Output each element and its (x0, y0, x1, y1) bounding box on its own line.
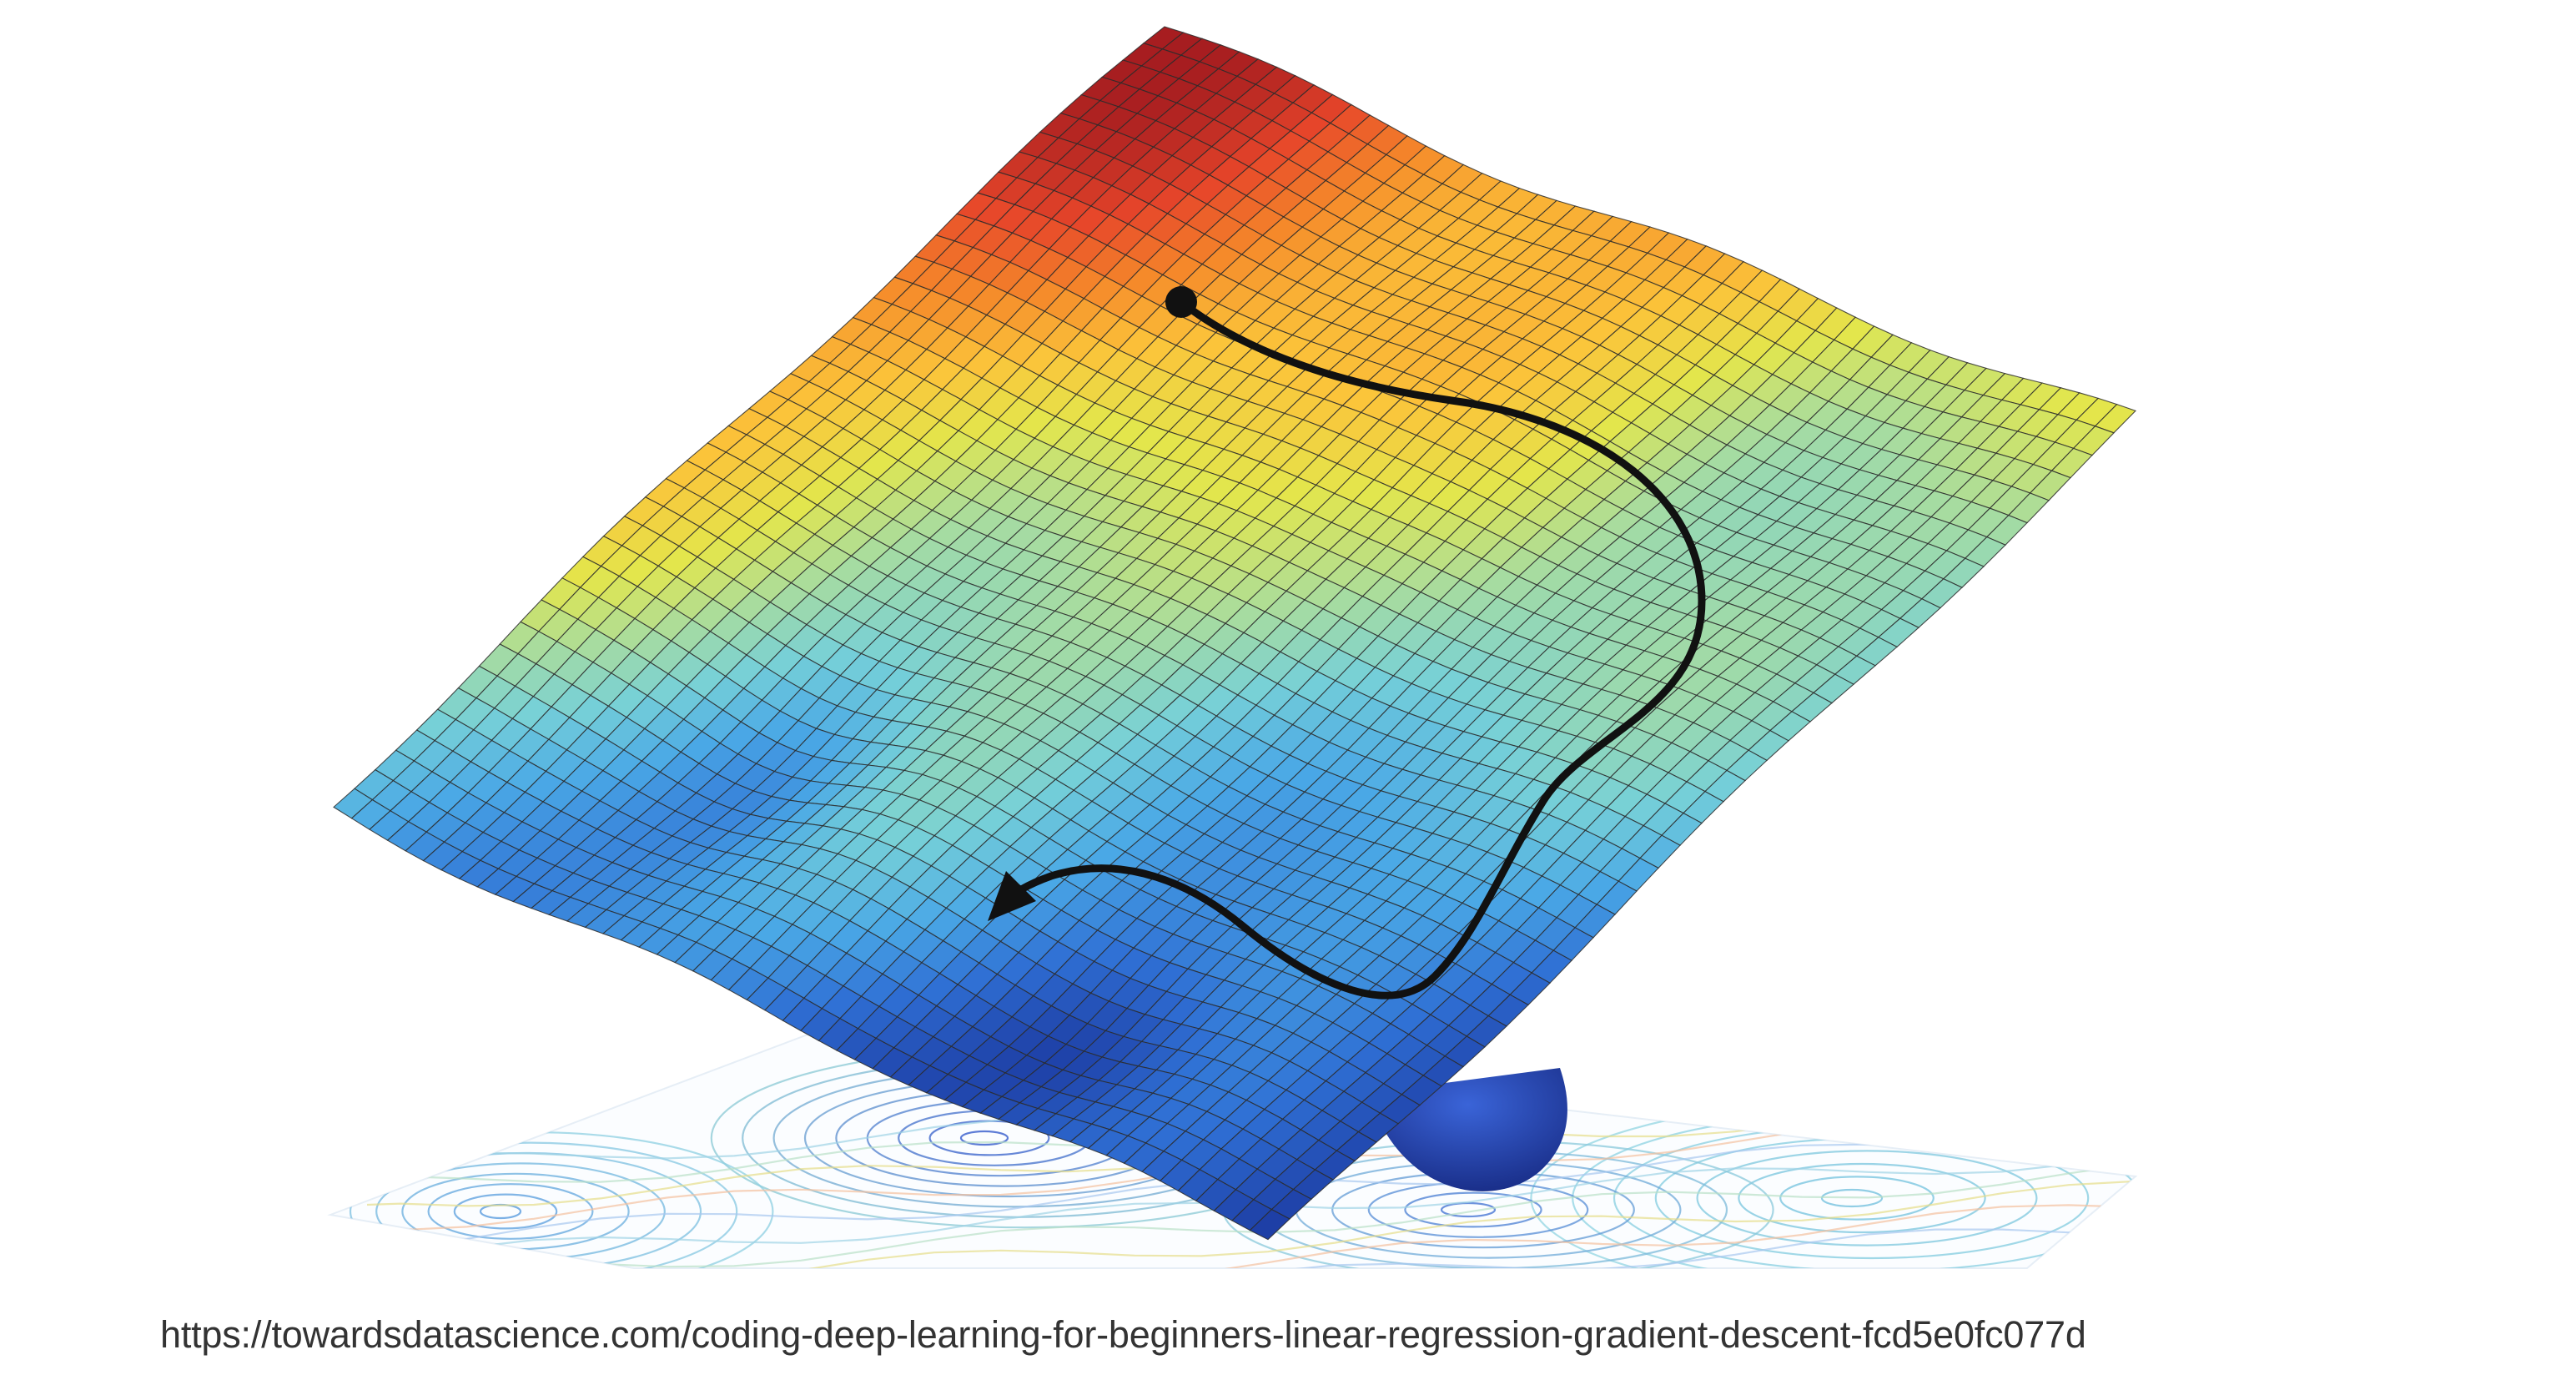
loss-surface-mesh (333, 26, 2137, 1241)
descent-start-point (1165, 286, 1197, 318)
contour-line (1738, 1162, 1986, 1234)
contour-line (1779, 1176, 1935, 1221)
contour-line (1440, 1201, 1497, 1218)
contour-line (330, 1141, 738, 1268)
contour-line (453, 1193, 558, 1230)
descent-end-arrowhead (988, 871, 1036, 921)
contour-line (366, 1162, 2136, 1268)
descent-path-line (997, 298, 1706, 1000)
contour-line (959, 1130, 1009, 1146)
contour-line (1696, 1150, 2038, 1246)
gradient-descent-path (988, 286, 1706, 1000)
surface-cell (1249, 1208, 1291, 1241)
contour-line (1404, 1191, 1542, 1228)
contour-line (1820, 1188, 1884, 1208)
gradient-descent-loss-surface (327, 26, 2138, 1269)
contour-line (366, 1204, 2136, 1268)
source-url-caption: https://towardsdatascience.com/coding-de… (160, 1313, 2086, 1356)
contour-line (366, 1180, 2136, 1268)
contour-line (366, 1228, 2136, 1268)
contour-line (427, 1183, 594, 1240)
